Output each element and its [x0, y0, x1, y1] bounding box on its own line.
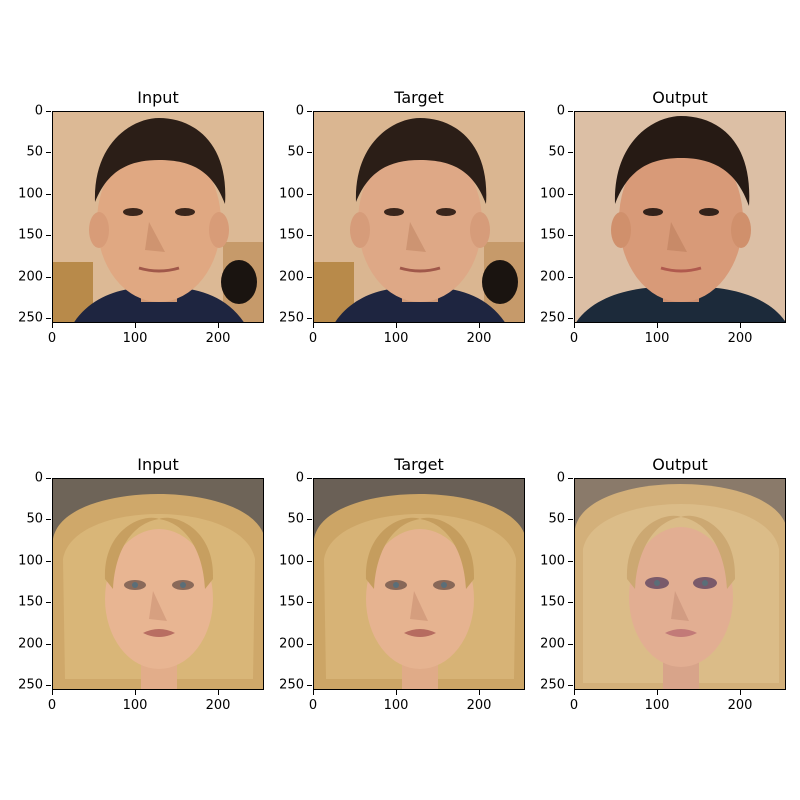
woman-portrait-generated-image [575, 479, 785, 689]
image-frame [574, 478, 786, 690]
man-portrait-generated-image [575, 112, 785, 322]
y-tick-label: 100 [279, 186, 304, 202]
image-frame [52, 478, 264, 690]
x-tick-label: 100 [122, 698, 148, 713]
panel-input-2: Input 0 50 100 150 200 250 0 100 200 [18, 455, 264, 713]
man-portrait-image [314, 112, 524, 322]
y-tick-label: 100 [540, 553, 565, 569]
panel-target-2: Target 0 50 100 150 200 250 0 100 200 [279, 455, 525, 713]
x-tick-label: 100 [122, 331, 148, 346]
y-tick-label: 0 [556, 470, 565, 486]
x-tick-label: 0 [47, 698, 57, 713]
x-tick-label: 200 [466, 698, 492, 713]
x-tick-label: 200 [727, 331, 753, 346]
panel-title: Input [137, 455, 179, 474]
image-frame [574, 111, 786, 323]
y-tick-label: 50 [26, 511, 43, 527]
y-tick-label: 200 [540, 269, 565, 285]
y-tick-label: 150 [279, 227, 304, 243]
x-tick-label: 200 [466, 331, 492, 346]
panel-title: Target [394, 455, 444, 474]
image-frame [313, 111, 525, 323]
y-tick-label: 0 [295, 103, 304, 119]
x-tick-label: 200 [205, 331, 231, 346]
y-tick-label: 150 [540, 594, 565, 610]
x-tick-label: 0 [308, 331, 318, 346]
panel-input-1: Input 0 50 100 150 200 250 0 100 200 [18, 88, 264, 346]
y-tick-label: 100 [540, 186, 565, 202]
x-tick-label: 0 [47, 331, 57, 346]
panel-target-1: Target 0 50 100 150 200 250 0 100 200 [279, 88, 525, 346]
x-tick-label: 0 [569, 698, 579, 713]
y-tick-label: 200 [18, 636, 43, 652]
y-tick-label: 150 [540, 227, 565, 243]
x-tick-label: 100 [644, 331, 670, 346]
y-tick-label: 250 [540, 677, 565, 693]
x-tick-label: 0 [569, 331, 579, 346]
y-tick-label: 50 [287, 511, 304, 527]
y-tick-label: 50 [287, 144, 304, 160]
x-tick-label: 100 [383, 331, 409, 346]
y-tick-label: 150 [279, 594, 304, 610]
x-tick-label: 200 [727, 698, 753, 713]
panel-title: Target [394, 88, 444, 107]
image-frame [313, 478, 525, 690]
y-tick-label: 250 [18, 677, 43, 693]
y-tick-label: 200 [540, 636, 565, 652]
y-tick-label: 150 [18, 227, 43, 243]
y-tick-label: 0 [556, 103, 565, 119]
image-frame [52, 111, 264, 323]
y-tick-label: 50 [548, 511, 565, 527]
y-tick-label: 250 [540, 310, 565, 326]
panel-output-1: Output 0 50 100 150 200 250 0 100 200 [540, 88, 786, 346]
x-tick-label: 100 [383, 698, 409, 713]
panel-output-2: Output 0 50 100 150 200 250 0 100 200 [540, 455, 786, 713]
y-tick-label: 0 [34, 470, 43, 486]
y-tick-label: 100 [279, 553, 304, 569]
y-tick-label: 250 [18, 310, 43, 326]
y-tick-label: 0 [34, 103, 43, 119]
panel-title: Output [652, 455, 708, 474]
panel-title: Output [652, 88, 708, 107]
panel-title: Input [137, 88, 179, 107]
x-tick-label: 200 [205, 698, 231, 713]
woman-portrait-image [53, 479, 263, 689]
y-tick-label: 100 [18, 186, 43, 202]
y-tick-label: 50 [548, 144, 565, 160]
y-tick-label: 50 [26, 144, 43, 160]
x-tick-label: 100 [644, 698, 670, 713]
x-tick-label: 0 [308, 698, 318, 713]
y-tick-label: 250 [279, 677, 304, 693]
y-tick-label: 200 [18, 269, 43, 285]
y-tick-label: 0 [295, 470, 304, 486]
y-tick-label: 200 [279, 269, 304, 285]
y-tick-label: 200 [279, 636, 304, 652]
y-tick-label: 100 [18, 553, 43, 569]
y-tick-label: 150 [18, 594, 43, 610]
man-portrait-image [53, 112, 263, 322]
y-tick-label: 250 [279, 310, 304, 326]
woman-portrait-image [314, 479, 524, 689]
